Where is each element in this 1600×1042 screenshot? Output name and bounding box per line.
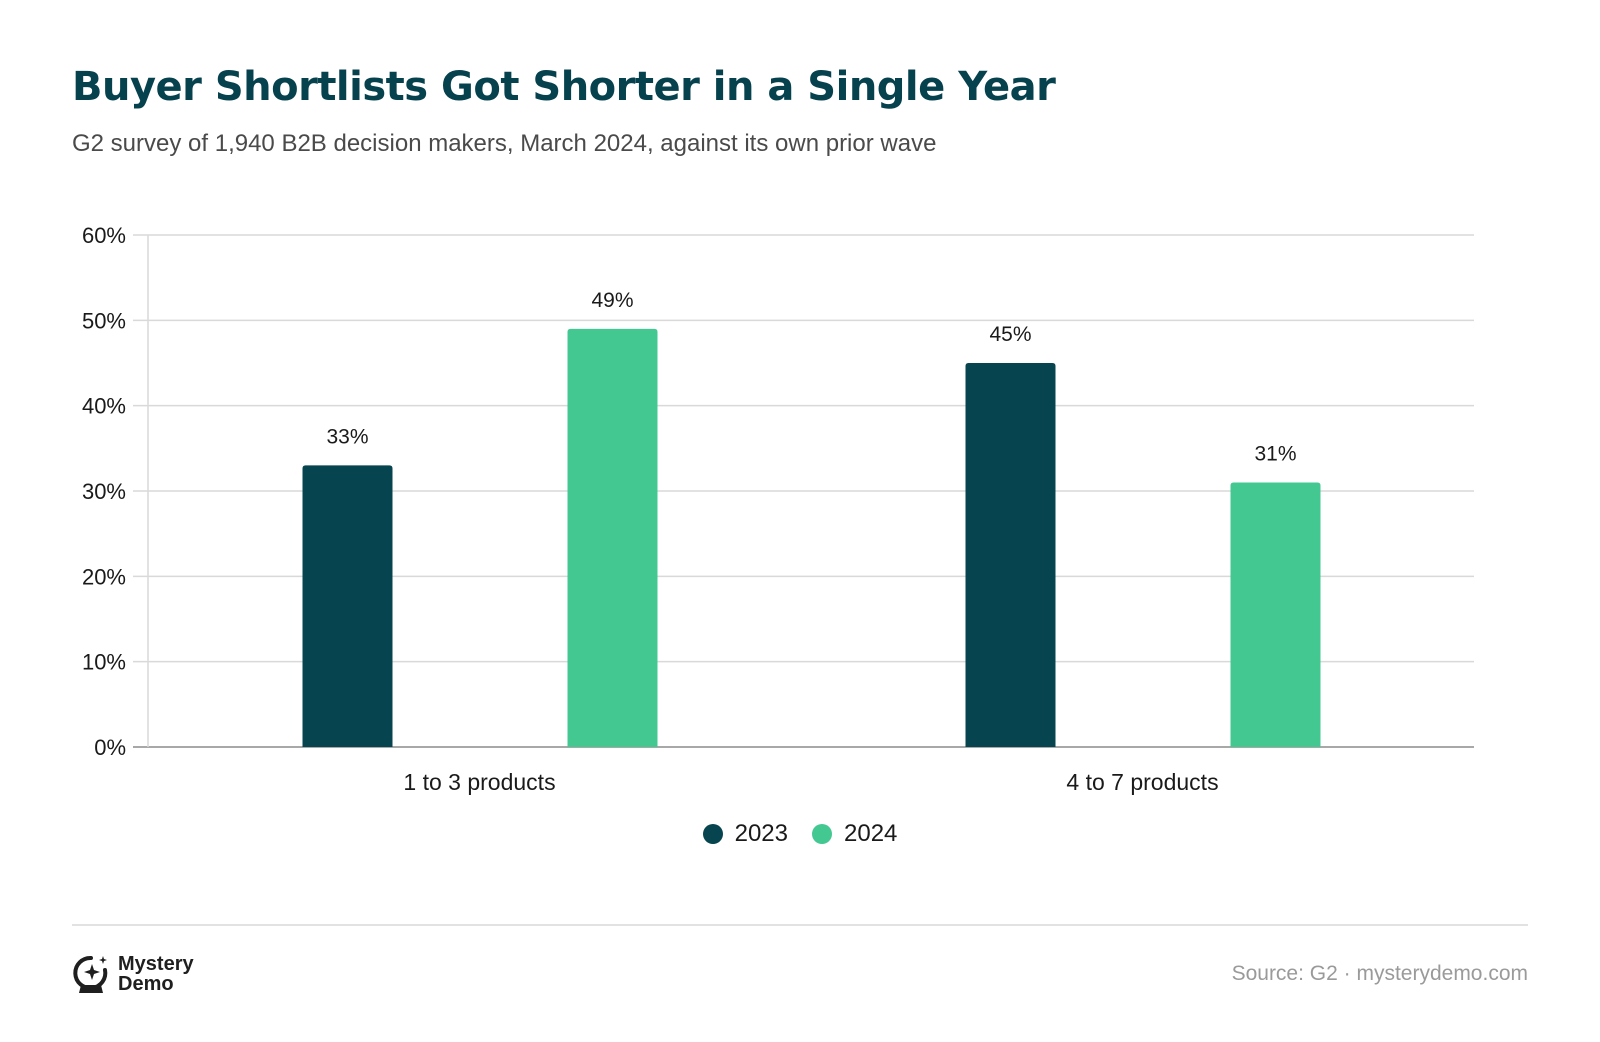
y-tick-label: 0% <box>94 735 126 760</box>
data-label: 49% <box>591 289 633 312</box>
bar-chart: 0% 10% 20% 30% 40% 50% 60% 33% 49% 1 to 3 product… <box>82 223 1474 795</box>
bar-2023-1 <box>965 363 1056 747</box>
chart-subtitle: G2 survey of 1,940 B2B decision makers, … <box>72 130 937 157</box>
x-category-label: 1 to 3 products <box>403 769 555 795</box>
source-note: Source: G2 · mysterydemo.com <box>1231 962 1528 985</box>
y-tick-label: 60% <box>82 223 126 248</box>
y-tick-label: 40% <box>82 394 126 419</box>
bar-2023-0 <box>302 465 393 747</box>
bar-2024-0 <box>567 328 658 747</box>
y-tick-label: 20% <box>82 564 126 589</box>
brand-logo: Mystery Demo <box>72 954 208 994</box>
x-category-label: 4 to 7 products <box>1066 769 1218 795</box>
footer-divider <box>72 924 1528 926</box>
legend: 2023 2024 <box>0 820 1600 848</box>
legend-item-2024: 2024 <box>812 820 897 848</box>
data-label: 45% <box>989 323 1031 346</box>
y-tick-label: 50% <box>82 308 126 333</box>
data-label: 33% <box>326 425 368 448</box>
brand-name: Mystery Demo <box>118 953 194 995</box>
data-label: 31% <box>1254 442 1296 465</box>
legend-item-2023: 2023 <box>702 820 788 848</box>
sparkle-badge-icon <box>72 954 110 994</box>
legend-label-2023: 2023 <box>734 820 788 847</box>
legend-swatch-2024 <box>812 824 832 844</box>
legend-swatch-2023 <box>702 824 723 844</box>
bar-2024-1 <box>1230 482 1321 747</box>
y-tick-label: 30% <box>82 479 126 504</box>
y-tick-label: 10% <box>82 650 126 675</box>
legend-label-2024: 2024 <box>844 820 898 847</box>
chart-title: Buyer Shortlists Got Shorter in a Single… <box>72 64 1056 110</box>
